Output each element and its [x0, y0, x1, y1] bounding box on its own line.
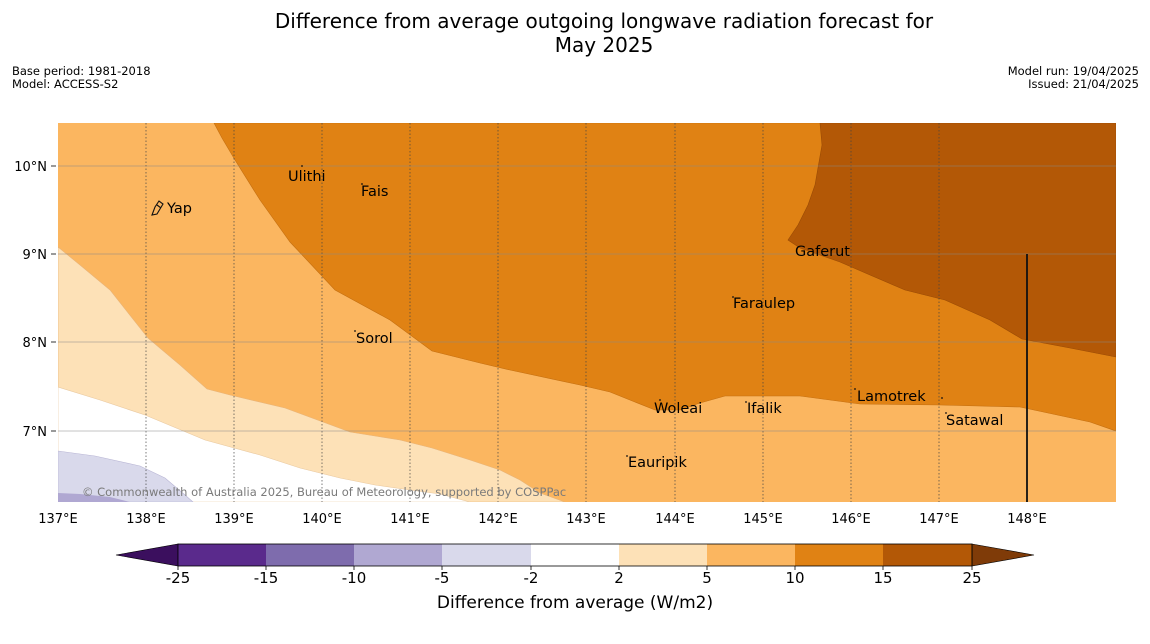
lat-label-8n: 8°N	[23, 336, 48, 351]
model-name: Model: ACCESS-S2	[12, 77, 119, 91]
lat-axis-labels: 10°N 9°N 8°N 7°N	[14, 160, 47, 440]
map-panel: Ulithi Fais Yap Gaferut Faraulep Sorol W…	[58, 123, 1116, 502]
place-label-satawal: Satawal	[946, 413, 1003, 429]
lon-label-144e: 144°E	[655, 512, 695, 527]
map-title: Difference from average outgoing longwav…	[0, 9, 1150, 57]
lon-label-137e: 137°E	[38, 512, 78, 527]
lon-label-143e: 143°E	[566, 512, 606, 527]
band-neutral	[58, 386, 471, 502]
colorbar-tick-label: 5	[702, 569, 712, 587]
issued-date: Issued: 21/04/2025	[1028, 77, 1139, 91]
colorbar-tick-label: -5	[435, 569, 450, 587]
colorbar-tick-label: -10	[342, 569, 367, 587]
colorbar: -25 -15 -10 -5 -2 2 5 10 15 25	[115, 543, 1035, 587]
place-label-gaferut: Gaferut	[795, 244, 850, 260]
place-labels: Ulithi Fais Yap Gaferut Faraulep Sorol W…	[166, 169, 1003, 471]
title-line-2: May 2025	[554, 33, 654, 57]
band-neg-5-10	[58, 493, 130, 502]
colorbar-tick-label: -15	[254, 569, 279, 587]
colorbar-tick-labels: -25 -15 -10 -5 -2 2 5 10 15 25	[166, 569, 982, 587]
title-line-1: Difference from average outgoing longwav…	[274, 9, 934, 33]
lon-label-139e: 139°E	[214, 512, 254, 527]
place-label-yap: Yap	[166, 201, 192, 217]
place-label-ulithi: Ulithi	[288, 169, 326, 185]
colorbar-tick-label: 25	[962, 569, 981, 587]
yap-island-icon	[151, 200, 164, 216]
colorbar-segment	[619, 544, 707, 566]
colorbar-segment	[442, 544, 531, 566]
colorbar-tick-label: -25	[166, 569, 191, 587]
place-label-sorol: Sorol	[356, 331, 393, 347]
colorbar-tick-label: 15	[873, 569, 892, 587]
place-label-lamotrek: Lamotrek	[857, 389, 926, 405]
island-markers	[301, 165, 947, 457]
lat-label-9n: 9°N	[23, 248, 48, 263]
colorbar-extend-low	[115, 543, 179, 567]
band-neg-2-5	[58, 450, 194, 502]
lon-label-145e: 145°E	[743, 512, 783, 527]
place-label-ifalik: Ifalik	[747, 401, 782, 417]
colorbar-tick-label: 10	[785, 569, 804, 587]
colorbar-segment	[795, 544, 883, 566]
lon-label-148e: 148°E	[1007, 512, 1047, 527]
colorbar-frame	[177, 543, 973, 567]
colorbar-ticks	[177, 566, 973, 570]
lon-label-142e: 142°E	[478, 512, 518, 527]
attribution-text: © Commonwealth of Australia 2025, Bureau…	[82, 485, 566, 499]
lat-ticks	[51, 165, 56, 432]
colorbar-segment	[531, 544, 619, 566]
colorbar-tick-label: -2	[524, 569, 539, 587]
base-period: Base period: 1981-2018	[12, 64, 151, 78]
lon-label-147e: 147°E	[919, 512, 959, 527]
lon-label-141e: 141°E	[390, 512, 430, 527]
lon-gridlines	[145, 123, 940, 502]
place-label-eauripik: Eauripik	[628, 455, 687, 471]
meta-left: Base period: 1981-2018 Model: ACCESS-S2	[12, 65, 151, 91]
colorbar-extend-high	[971, 543, 1035, 567]
colorbar-tick-label: 2	[614, 569, 624, 587]
colorbar-segment	[266, 544, 354, 566]
model-run: Model run: 19/04/2025	[1007, 64, 1139, 78]
place-label-woleai: Woleai	[654, 401, 702, 417]
colorbar-segment	[707, 544, 795, 566]
colorbar-label: Difference from average (W/m2)	[436, 593, 714, 613]
lat-label-7n: 7°N	[23, 425, 48, 440]
lat-gridlines	[58, 165, 1116, 432]
colorbar-segment	[883, 544, 972, 566]
lon-axis-labels: 137°E 138°E 139°E 140°E 141°E 142°E 143°…	[38, 512, 1047, 527]
colorbar-segment	[354, 544, 442, 566]
lon-label-138e: 138°E	[126, 512, 166, 527]
place-label-fais: Fais	[361, 184, 388, 200]
lon-label-146e: 146°E	[831, 512, 871, 527]
colorbar-segment	[178, 544, 266, 566]
place-label-faraulep: Faraulep	[733, 296, 795, 312]
meta-right: Model run: 19/04/2025 Issued: 21/04/2025	[1008, 65, 1139, 91]
lat-label-10n: 10°N	[14, 160, 47, 175]
lon-label-140e: 140°E	[302, 512, 342, 527]
band-15-25	[787, 123, 1116, 358]
